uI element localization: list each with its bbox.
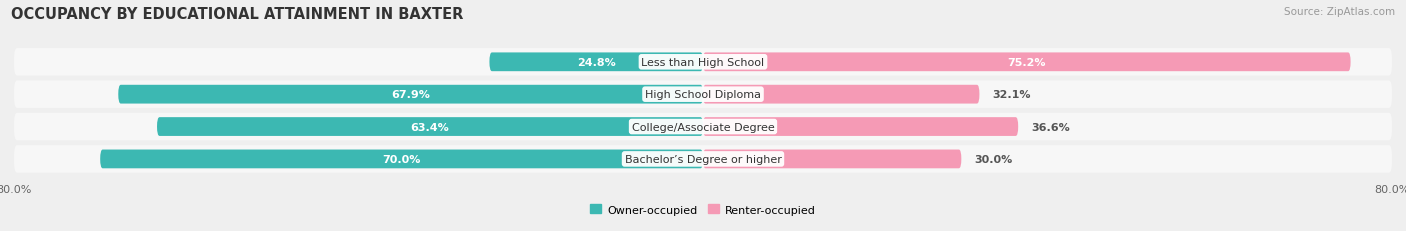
FancyBboxPatch shape [14,113,1392,141]
FancyBboxPatch shape [100,150,703,169]
Text: 63.4%: 63.4% [411,122,450,132]
Text: 36.6%: 36.6% [1031,122,1070,132]
FancyBboxPatch shape [118,85,703,104]
FancyBboxPatch shape [703,85,980,104]
Text: Bachelor’s Degree or higher: Bachelor’s Degree or higher [624,154,782,164]
Text: Less than High School: Less than High School [641,58,765,67]
FancyBboxPatch shape [14,81,1392,109]
FancyBboxPatch shape [14,49,1392,76]
FancyBboxPatch shape [703,150,962,169]
FancyBboxPatch shape [703,53,1351,72]
Text: 67.9%: 67.9% [391,90,430,100]
FancyBboxPatch shape [157,118,703,136]
Text: 32.1%: 32.1% [993,90,1031,100]
Text: 70.0%: 70.0% [382,154,420,164]
Text: High School Diploma: High School Diploma [645,90,761,100]
Legend: Owner-occupied, Renter-occupied: Owner-occupied, Renter-occupied [586,200,820,219]
FancyBboxPatch shape [14,146,1392,173]
FancyBboxPatch shape [489,53,703,72]
FancyBboxPatch shape [703,118,1018,136]
Text: OCCUPANCY BY EDUCATIONAL ATTAINMENT IN BAXTER: OCCUPANCY BY EDUCATIONAL ATTAINMENT IN B… [11,7,464,22]
Text: College/Associate Degree: College/Associate Degree [631,122,775,132]
Text: Source: ZipAtlas.com: Source: ZipAtlas.com [1284,7,1395,17]
Text: 75.2%: 75.2% [1008,58,1046,67]
Text: 30.0%: 30.0% [974,154,1012,164]
Text: 24.8%: 24.8% [576,58,616,67]
